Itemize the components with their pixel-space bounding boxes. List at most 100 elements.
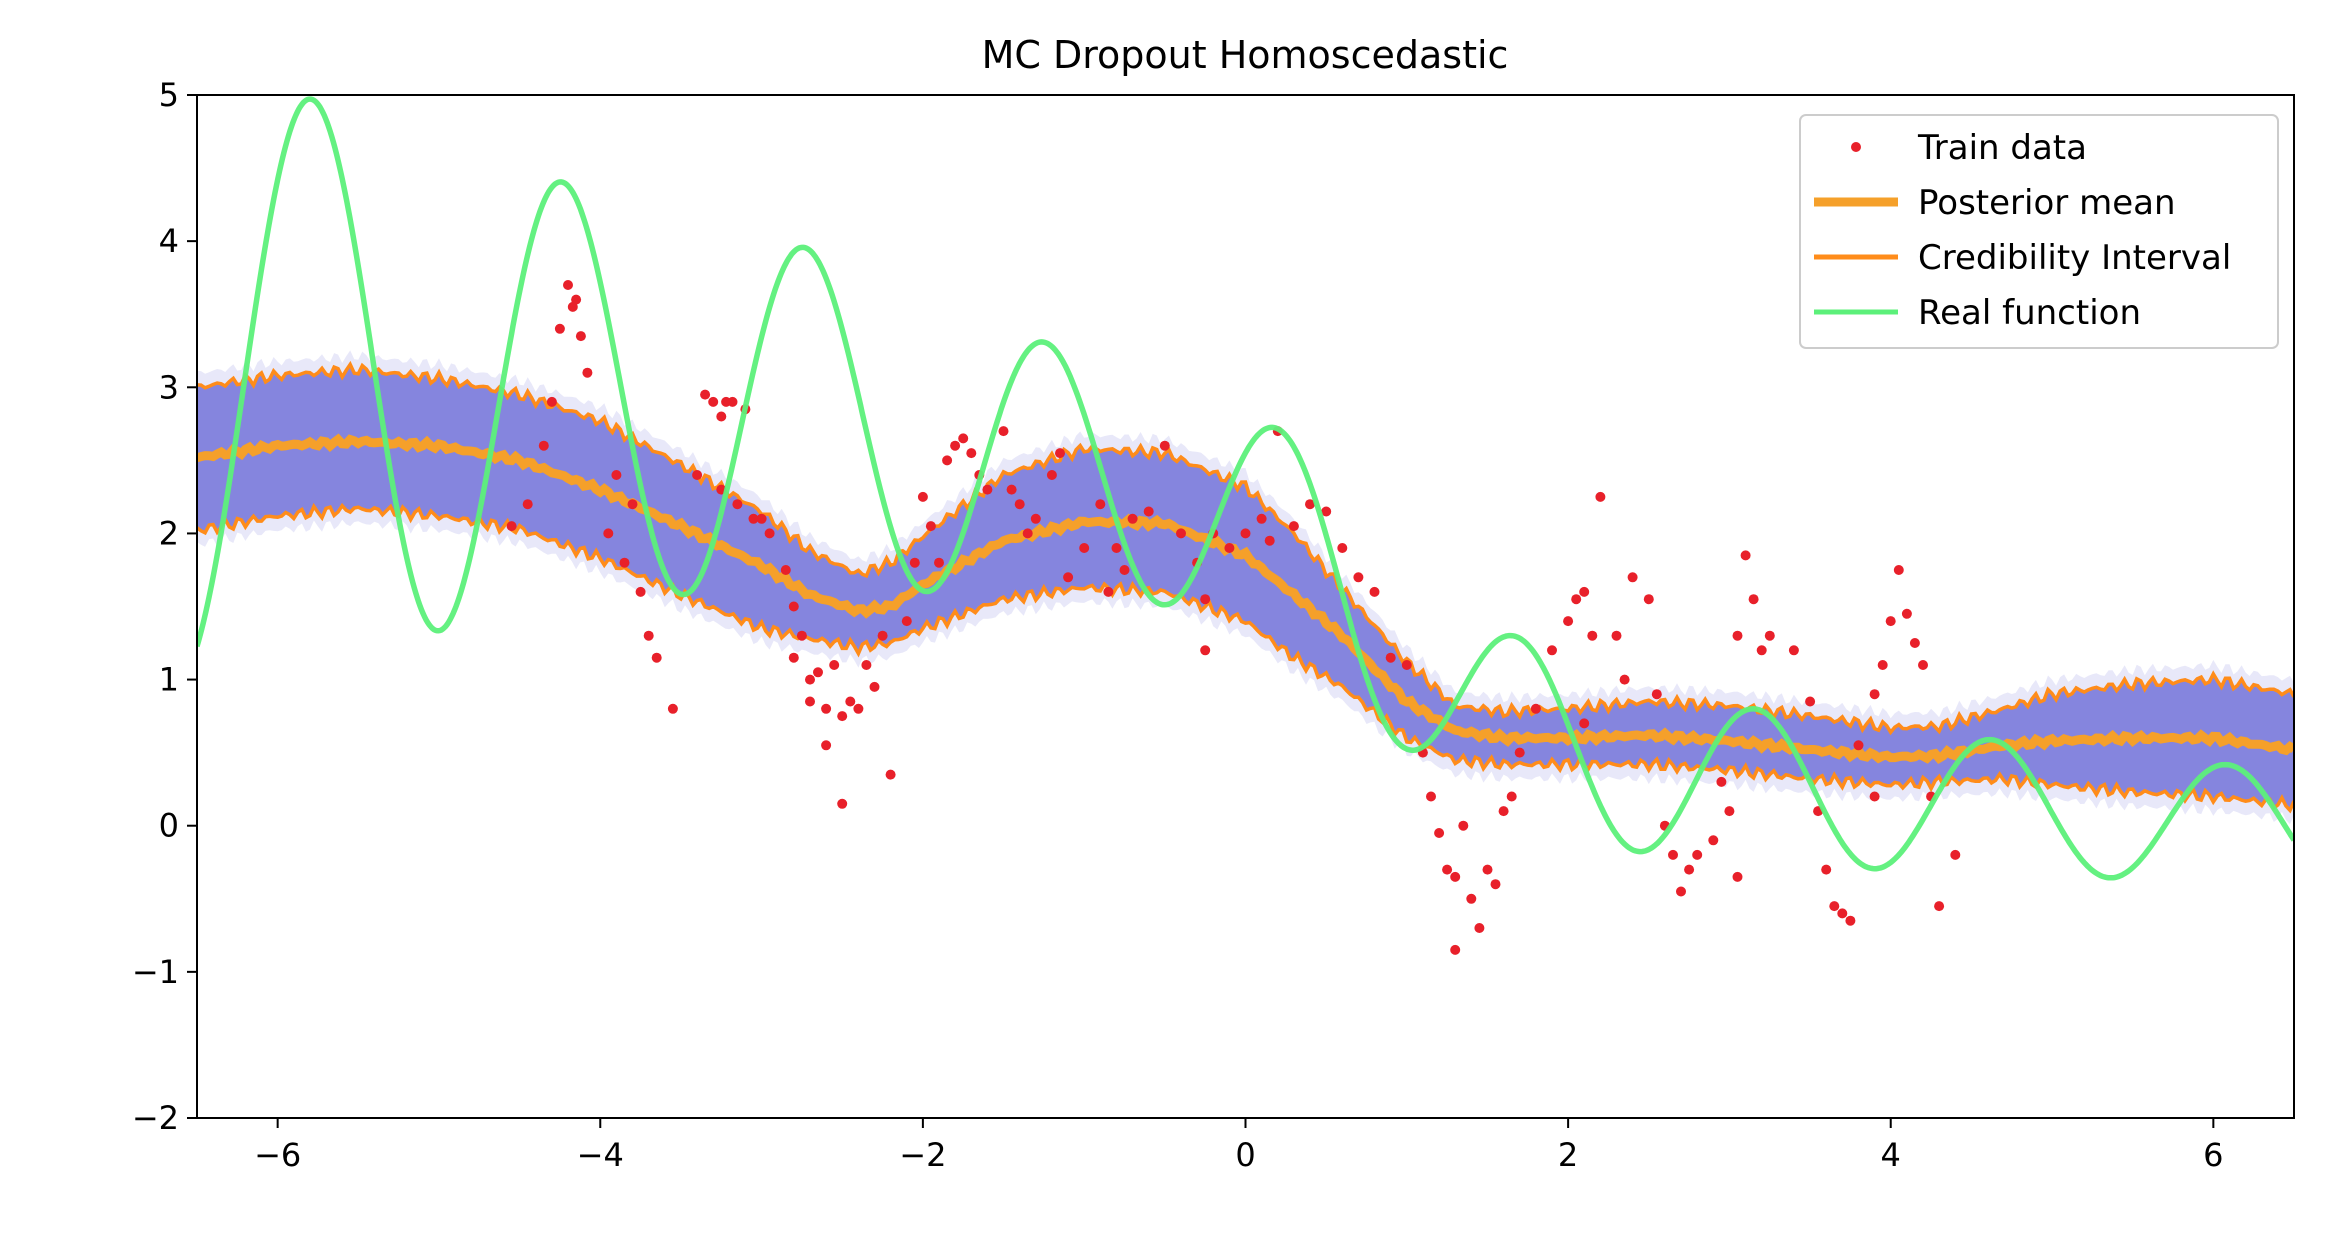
train-data-point bbox=[1724, 806, 1735, 817]
train-data-point bbox=[1079, 543, 1090, 553]
train-data-point bbox=[1885, 616, 1896, 627]
train-data-point bbox=[611, 470, 622, 480]
train-data-point bbox=[1256, 513, 1267, 524]
train-data-point bbox=[1764, 630, 1775, 641]
train-data-point bbox=[813, 667, 823, 678]
train-data-point bbox=[998, 426, 1009, 437]
train-data-point bbox=[1627, 572, 1638, 583]
y-tick-label: 5 bbox=[159, 76, 179, 114]
train-data-point bbox=[1950, 849, 1961, 860]
train-data-point bbox=[1127, 513, 1138, 524]
train-data-point bbox=[1337, 543, 1348, 553]
train-data-point bbox=[1901, 608, 1912, 619]
chart-title: MC Dropout Homoscedastic bbox=[982, 33, 1509, 77]
train-data-point bbox=[1869, 791, 1880, 802]
train-data-point bbox=[575, 331, 586, 342]
train-data-point bbox=[925, 521, 936, 532]
train-data-point bbox=[732, 499, 743, 510]
train-data-point bbox=[1821, 864, 1832, 875]
train-data-point bbox=[821, 740, 832, 751]
legend-label: Posterior mean bbox=[1918, 183, 2176, 223]
train-data-point bbox=[909, 557, 920, 568]
legend-label: Train data bbox=[1917, 128, 2087, 168]
train-data-point bbox=[829, 660, 840, 670]
train-data-point bbox=[1385, 652, 1396, 663]
train-data-point bbox=[942, 455, 953, 466]
train-data-point bbox=[1305, 499, 1315, 510]
train-data-point bbox=[1224, 543, 1235, 553]
y-tick-label: 2 bbox=[159, 514, 179, 552]
train-data-point bbox=[1119, 565, 1130, 575]
x-tick-label: 2 bbox=[1558, 1136, 1578, 1174]
train-data-point bbox=[1732, 630, 1743, 641]
train-data-point bbox=[1103, 586, 1114, 597]
real-function-line bbox=[197, 96, 2294, 881]
legend-label: Real function bbox=[1918, 293, 2141, 333]
train-data-point bbox=[692, 470, 703, 480]
train-data-point bbox=[1643, 594, 1654, 605]
train-data-point bbox=[1482, 864, 1493, 875]
x-tick-label: −4 bbox=[577, 1136, 624, 1174]
train-data-point bbox=[1845, 915, 1856, 926]
train-data-point bbox=[1369, 586, 1380, 597]
train-data-point bbox=[563, 280, 573, 290]
train-data-point bbox=[635, 586, 646, 597]
train-data-point bbox=[1877, 660, 1888, 670]
train-data-point bbox=[877, 630, 888, 641]
train-data-point bbox=[1716, 776, 1727, 787]
train-data-point bbox=[1530, 703, 1541, 714]
train-data-point bbox=[603, 528, 614, 539]
train-data-point bbox=[1587, 630, 1598, 641]
train-data-point bbox=[1111, 543, 1122, 553]
train-data-point bbox=[716, 411, 727, 422]
train-data-point bbox=[1006, 484, 1017, 495]
train-data-point bbox=[1934, 901, 1945, 912]
train-data-point bbox=[554, 323, 565, 334]
train-data-point bbox=[796, 630, 807, 641]
train-data-point bbox=[934, 557, 944, 568]
train-data-point bbox=[845, 696, 856, 707]
train-data-point bbox=[522, 499, 533, 510]
y-tick-label: −2 bbox=[132, 1099, 179, 1137]
train-data-point bbox=[1595, 491, 1606, 502]
train-data-point bbox=[1095, 499, 1106, 510]
predictive-band bbox=[197, 364, 2294, 811]
train-data-point bbox=[1805, 696, 1816, 707]
train-data-point bbox=[1264, 535, 1275, 546]
train-data-point bbox=[619, 557, 630, 568]
train-data-point bbox=[748, 513, 759, 524]
train-data-point bbox=[727, 396, 738, 407]
train-data-point bbox=[1288, 521, 1299, 532]
train-data-point bbox=[1788, 645, 1799, 656]
train-data-point bbox=[1143, 506, 1154, 517]
train-data-point bbox=[901, 616, 912, 627]
train-data-point bbox=[1514, 747, 1525, 758]
train-data-point bbox=[917, 491, 928, 502]
train-data-point bbox=[966, 448, 977, 459]
train-data-point bbox=[1200, 594, 1211, 605]
train-data-point bbox=[582, 367, 593, 378]
train-data-point bbox=[764, 528, 775, 539]
train-data-point bbox=[788, 601, 799, 612]
plot-area bbox=[197, 96, 2294, 955]
y-tick-label: 0 bbox=[159, 807, 179, 845]
train-data-point bbox=[1571, 594, 1582, 605]
train-data-point bbox=[708, 396, 719, 407]
train-data-point bbox=[861, 660, 872, 670]
train-data-point bbox=[1063, 572, 1074, 583]
train-data-point bbox=[1401, 660, 1412, 670]
train-data-point bbox=[1353, 572, 1364, 583]
train-data-point bbox=[885, 769, 896, 780]
train-data-point bbox=[837, 711, 848, 722]
train-data-point bbox=[651, 652, 662, 663]
train-data-point bbox=[1853, 740, 1864, 751]
train-data-point bbox=[1756, 645, 1767, 656]
train-data-point bbox=[1321, 506, 1332, 517]
y-tick-label: 1 bbox=[159, 661, 179, 699]
train-data-point bbox=[1046, 470, 1057, 480]
train-data-point bbox=[837, 798, 848, 809]
train-data-point bbox=[1837, 908, 1848, 919]
train-data-point bbox=[1466, 893, 1477, 904]
train-data-point bbox=[1909, 638, 1920, 648]
